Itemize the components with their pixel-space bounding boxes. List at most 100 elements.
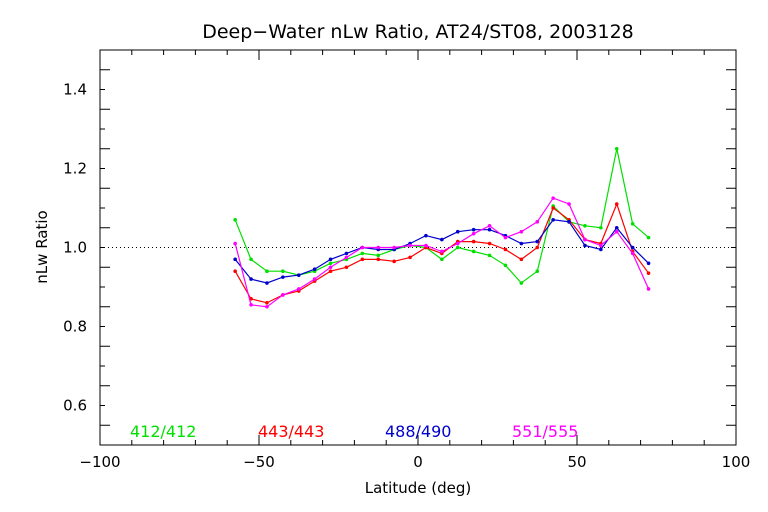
data-point <box>392 245 396 250</box>
y-tick-label: 1.0 <box>63 239 87 257</box>
data-point <box>328 265 333 270</box>
data-point <box>328 261 333 266</box>
data-point <box>376 253 381 258</box>
y-axis-label: nLw Ratio <box>33 210 51 283</box>
data-point <box>630 245 635 250</box>
data-point <box>455 245 460 250</box>
chart-title: Deep−Water nLw Ratio, AT24/ST08, 2003128 <box>202 21 634 43</box>
data-point <box>519 257 524 262</box>
data-point <box>376 257 381 262</box>
data-point <box>487 241 492 246</box>
series-layer <box>233 146 651 309</box>
data-point <box>281 275 285 279</box>
data-point <box>599 243 603 248</box>
series-443-443 <box>233 202 651 305</box>
data-point <box>328 257 333 262</box>
data-point <box>535 245 540 250</box>
data-point <box>519 241 524 246</box>
data-point <box>440 257 444 262</box>
legend: 412/412 443/443 488/490 551/555 <box>130 422 578 441</box>
data-point <box>281 269 285 274</box>
data-point <box>424 233 428 238</box>
series-412-412 <box>233 146 651 285</box>
data-point <box>424 243 428 248</box>
legend-entry: 488/490 <box>385 422 451 441</box>
data-point <box>392 259 396 264</box>
data-point <box>551 196 555 200</box>
data-point <box>344 251 349 256</box>
y-tick-label: 0.6 <box>63 397 87 415</box>
y-tick-label: 0.8 <box>63 318 87 336</box>
data-point <box>296 273 301 277</box>
data-point <box>519 281 524 285</box>
data-point <box>614 202 619 206</box>
data-point <box>503 235 508 240</box>
data-point <box>360 245 365 250</box>
data-point <box>614 146 619 151</box>
data-point <box>344 255 349 260</box>
x-tick-label: 100 <box>722 453 751 471</box>
data-point <box>249 302 253 307</box>
data-point <box>535 239 540 244</box>
data-point <box>583 237 587 242</box>
data-point <box>455 229 460 234</box>
data-point <box>360 251 365 256</box>
data-point <box>471 249 476 254</box>
data-point <box>233 218 237 222</box>
data-point <box>265 304 269 309</box>
data-point <box>440 249 444 254</box>
data-point <box>440 237 444 242</box>
data-point <box>265 281 269 285</box>
data-point <box>519 229 524 234</box>
data-point <box>455 241 460 246</box>
data-point <box>599 225 603 230</box>
data-point <box>344 265 349 270</box>
data-point <box>249 277 253 281</box>
data-point <box>487 227 492 232</box>
data-point <box>408 255 412 260</box>
data-point <box>471 231 476 236</box>
data-point <box>312 267 317 272</box>
y-tick-label: 1.2 <box>63 160 87 178</box>
x-tick-label: 0 <box>413 453 423 471</box>
x-tick-label: −100 <box>79 453 120 471</box>
x-tick-label: 50 <box>567 453 586 471</box>
data-point <box>583 243 587 248</box>
data-point <box>296 287 301 291</box>
data-point <box>328 269 333 274</box>
data-point <box>646 261 651 266</box>
legend-entry: 551/555 <box>512 422 578 441</box>
data-point <box>567 202 571 206</box>
data-point <box>614 229 619 234</box>
x-axis-label: Latitude (deg) <box>365 479 471 497</box>
data-point <box>583 223 587 228</box>
data-point <box>376 245 381 250</box>
data-point <box>646 271 651 275</box>
data-point <box>646 287 651 291</box>
data-point <box>281 293 285 297</box>
data-point <box>599 247 603 252</box>
axis-ticks: −100 −50 0 50 100 0.6 0.8 1.0 1.2 1.4 <box>63 49 751 471</box>
data-point <box>551 218 555 222</box>
data-point <box>614 225 619 230</box>
data-point <box>630 222 635 226</box>
y-tick-label: 1.4 <box>63 81 87 99</box>
data-point <box>408 243 412 248</box>
legend-entry: 443/443 <box>258 422 324 441</box>
data-point <box>233 257 237 262</box>
data-point <box>503 263 508 268</box>
x-tick-label: −50 <box>243 453 275 471</box>
data-point <box>265 269 269 274</box>
series-line <box>234 148 649 284</box>
series-551-555 <box>233 196 651 309</box>
data-point <box>312 277 317 281</box>
data-point <box>630 251 635 256</box>
data-point <box>249 257 253 262</box>
legend-entry: 412/412 <box>130 422 196 441</box>
data-point <box>567 220 571 224</box>
data-point <box>233 269 237 274</box>
data-point <box>487 253 492 258</box>
data-point <box>535 269 540 274</box>
data-point <box>233 241 237 246</box>
